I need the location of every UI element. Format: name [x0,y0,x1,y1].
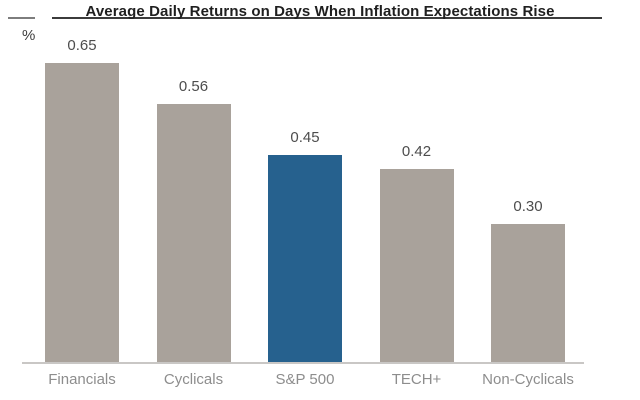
chart-title: Average Daily Returns on Days When Infla… [85,3,555,20]
value-label-tech: 0.42 [401,143,432,160]
category-label-cyclicals: Cyclicals [163,371,224,388]
category-label-tech: TECH+ [391,371,442,388]
category-label-s-p-500: S&P 500 [275,371,335,388]
top-left-dash [8,17,35,19]
x-axis-line [22,362,584,364]
title-underline [52,17,602,19]
y-axis-unit-label: % [22,27,36,44]
bar-s-p-500 [268,155,342,362]
value-label-non-cyclicals: 0.30 [513,198,543,215]
bar-non-cyclicals [491,224,565,362]
bar-cyclicals [156,104,231,362]
category-label-non-cyclicals: Non-Cyclicals [482,371,574,388]
value-label-cyclicals: 0.56 [178,78,209,95]
value-label-financials: 0.65 [67,37,97,54]
value-label-s-p-500: 0.45 [290,129,320,146]
category-label-financials: Financials [48,371,116,388]
bar-tech [379,169,454,362]
bar-financials [45,63,119,362]
